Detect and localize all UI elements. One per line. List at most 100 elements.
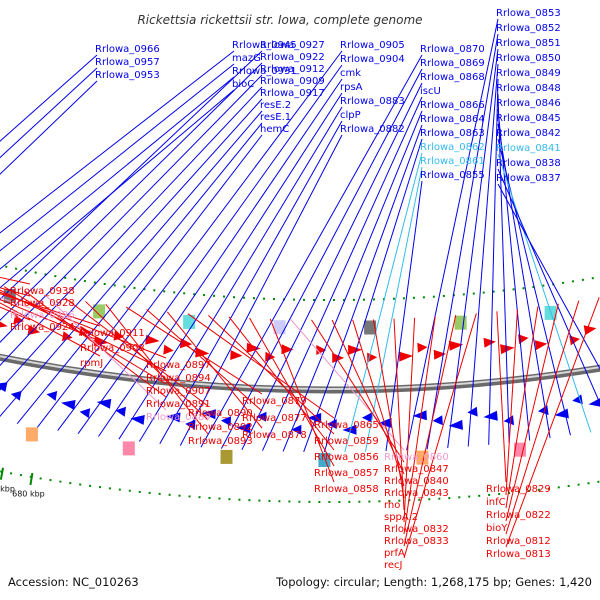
reverse-gene-arrow[interactable] bbox=[361, 412, 372, 423]
gene-label[interactable]: Rrlowa_0879 bbox=[242, 396, 307, 407]
reverse-gene-arrow[interactable] bbox=[79, 408, 91, 419]
gene-label[interactable]: rho bbox=[384, 500, 400, 511]
gene-label[interactable]: Rrlowa_0917 bbox=[260, 88, 325, 99]
gene-label[interactable]: Rrlowa_0957 bbox=[95, 57, 160, 68]
gene-label[interactable]: Rrlowa_0907 bbox=[146, 386, 211, 397]
gene-label[interactable]: Rrlowa_0859 bbox=[314, 436, 379, 447]
gene-label[interactable]: Rrlowa_0813 bbox=[486, 549, 551, 560]
forward-gene-arrow[interactable] bbox=[230, 350, 243, 360]
gene-label[interactable]: sppA.2 bbox=[384, 512, 418, 523]
gene-label[interactable]: Rrlowa_0931 bbox=[232, 66, 297, 77]
gene-label[interactable]: Rrlowa_0911 bbox=[80, 328, 145, 339]
gene-label[interactable]: Rrlowa_0891 bbox=[146, 399, 211, 410]
reverse-gene-arrow[interactable] bbox=[236, 423, 251, 434]
forward-gene-arrow[interactable] bbox=[13, 314, 24, 325]
forward-gene-arrow[interactable] bbox=[348, 344, 363, 355]
gene-label[interactable]: Rrlowa_0892 bbox=[188, 422, 253, 433]
gene-label[interactable]: Rrlowa_0870 bbox=[420, 44, 485, 55]
reverse-gene-arrow[interactable] bbox=[61, 400, 76, 410]
gene-label[interactable]: Rrlowa_0812 bbox=[486, 536, 551, 547]
gene-label[interactable]: Rrlowa_0837 bbox=[496, 173, 561, 184]
forward-gene-arrow[interactable] bbox=[145, 334, 160, 345]
forward-gene-arrow[interactable] bbox=[583, 325, 597, 336]
forward-gene-arrow[interactable] bbox=[281, 344, 294, 355]
reverse-gene-arrow[interactable] bbox=[467, 406, 478, 417]
forward-gene-arrow[interactable] bbox=[433, 349, 446, 360]
gene-label[interactable]: Rrlowa_0868 bbox=[420, 72, 485, 83]
gene-label[interactable]: iscU bbox=[420, 86, 441, 97]
forward-gene-arrow[interactable] bbox=[0, 319, 8, 329]
gene-label[interactable]: Rrlowa_0878 bbox=[242, 430, 307, 441]
gene-label[interactable]: Rrlowa_0848 bbox=[496, 83, 561, 94]
reverse-gene-arrow[interactable] bbox=[307, 413, 322, 423]
reverse-gene-arrow[interactable] bbox=[432, 415, 443, 426]
gene-label[interactable]: Rrlowa_0829 bbox=[486, 484, 551, 495]
reverse-gene-arrow[interactable] bbox=[115, 406, 126, 417]
gene-label[interactable]: Rrlowa_0877 bbox=[242, 413, 307, 424]
gene-label[interactable]: Rrlowa_0840 bbox=[384, 476, 449, 487]
gene-label[interactable]: clpP bbox=[340, 110, 361, 121]
gene-label[interactable]: Rrlowa_0926 bbox=[10, 310, 75, 321]
reverse-gene-arrow[interactable] bbox=[448, 419, 463, 430]
reverse-gene-arrow[interactable] bbox=[46, 391, 58, 401]
gene-label[interactable]: Rrlowa_0924 bbox=[10, 322, 75, 333]
gene-label[interactable]: cmk bbox=[340, 68, 361, 79]
forward-gene-arrow[interactable] bbox=[500, 344, 515, 355]
gene-label[interactable]: hemC bbox=[260, 124, 289, 135]
gene-label[interactable]: Rrlowa_0889 bbox=[146, 412, 211, 423]
gene-label[interactable]: Rrlowa_0841 bbox=[496, 143, 561, 154]
gene-label[interactable]: Rrlowa_0904 bbox=[340, 54, 405, 65]
gene-label[interactable]: Rrlowa_0838 bbox=[496, 158, 561, 169]
reverse-gene-arrow[interactable] bbox=[96, 398, 112, 409]
forward-gene-arrow[interactable] bbox=[163, 344, 174, 355]
gene-label[interactable]: Rrlowa_0928 bbox=[10, 298, 75, 309]
gene-label[interactable]: Rrlowa_0832 bbox=[384, 524, 449, 535]
reverse-gene-arrow[interactable] bbox=[166, 412, 181, 423]
gene-label[interactable]: Rrlowa_0905 bbox=[340, 40, 405, 51]
gene-label[interactable]: resE.1 bbox=[260, 112, 291, 123]
gene-label[interactable]: Rrlowa_0966 bbox=[95, 44, 160, 55]
gene-label[interactable]: Rrlowa_0866 bbox=[420, 100, 485, 111]
gene-label[interactable]: Rrlowa_0861 bbox=[420, 156, 485, 167]
gene-label[interactable]: mazG bbox=[232, 53, 261, 64]
gene-label[interactable]: Rrlowa_0833 bbox=[384, 536, 449, 547]
gene-label[interactable]: Rrlowa_0897 bbox=[146, 360, 211, 371]
gene-label[interactable]: Rrlowa_0843 bbox=[384, 488, 449, 499]
gene-label[interactable]: Rrlowa_0927 bbox=[260, 40, 325, 51]
gene-label[interactable]: Rrlowa_0862 bbox=[420, 142, 485, 153]
gene-label[interactable]: Rrlowa_0893 bbox=[188, 436, 253, 447]
forward-gene-arrow[interactable] bbox=[179, 338, 193, 349]
gene-label[interactable]: prfA bbox=[384, 548, 405, 559]
gene-label[interactable]: Rrlowa_0864 bbox=[420, 114, 485, 125]
gene-label[interactable]: recJ bbox=[384, 560, 403, 571]
gene-label[interactable]: Rrlowa_0857 bbox=[314, 468, 379, 479]
gene-label[interactable]: Rrlowa_0842 bbox=[496, 128, 561, 139]
gene-label[interactable]: Rrlowa_0858 bbox=[314, 484, 379, 495]
reverse-gene-arrow[interactable] bbox=[412, 410, 427, 421]
gene-label[interactable]: Rrlowa_0912 bbox=[260, 64, 325, 75]
reverse-gene-arrow[interactable] bbox=[554, 408, 569, 419]
reverse-gene-arrow[interactable] bbox=[256, 411, 267, 422]
gene-label[interactable]: Rrlowa_0869 bbox=[420, 58, 485, 69]
gene-label[interactable]: rpmJ bbox=[80, 358, 103, 369]
gene-label[interactable]: Rrlowa_0822 bbox=[486, 510, 551, 521]
reverse-gene-arrow[interactable] bbox=[483, 410, 498, 421]
gene-label[interactable]: Rrlowa_0909 bbox=[260, 76, 325, 87]
gene-label[interactable]: resE.2 bbox=[260, 100, 291, 111]
forward-gene-arrow[interactable] bbox=[448, 340, 464, 351]
gene-label[interactable]: Rrlowa_0850 bbox=[496, 53, 561, 64]
forward-gene-arrow[interactable] bbox=[62, 331, 73, 342]
gene-label[interactable]: Rrlowa_0853 bbox=[496, 8, 561, 19]
gene-label[interactable]: Rrlowa_0863 bbox=[420, 128, 485, 139]
reverse-gene-arrow[interactable] bbox=[10, 390, 22, 401]
gene-label[interactable]: Rrlowa_0894 bbox=[146, 373, 211, 384]
reverse-gene-arrow[interactable] bbox=[291, 424, 302, 435]
gene-label[interactable]: Rrlowa_0851 bbox=[496, 38, 561, 49]
gene-label[interactable]: Rrlowa_0882 bbox=[340, 124, 405, 135]
gene-label[interactable]: Rrlowa_0855 bbox=[420, 170, 485, 181]
gene-label[interactable]: Rrlowa_0883 bbox=[340, 96, 405, 107]
gene-label[interactable]: bioY bbox=[486, 523, 508, 534]
gene-label[interactable]: rpsA bbox=[340, 82, 363, 93]
gene-label[interactable]: Rrlowa_0890 bbox=[188, 408, 253, 419]
gene-label[interactable]: Rrlowa_0865 bbox=[314, 420, 379, 431]
